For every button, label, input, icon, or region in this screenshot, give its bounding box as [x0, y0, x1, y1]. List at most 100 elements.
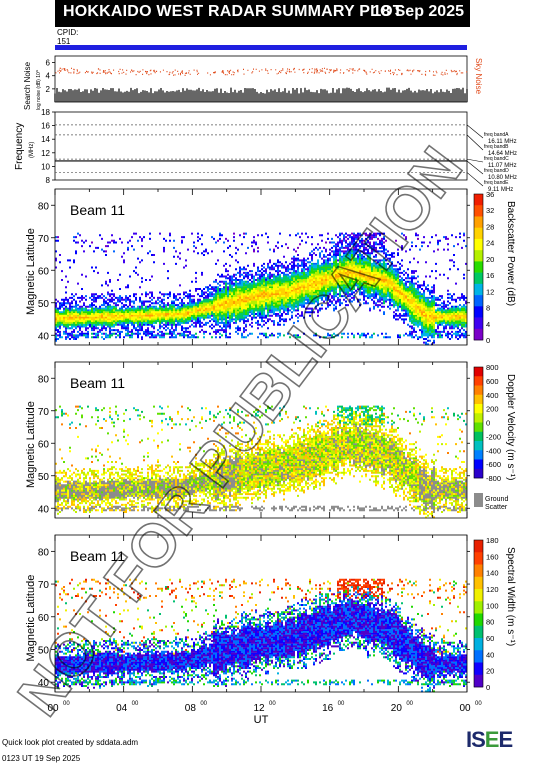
velocity-cells: [55, 405, 467, 517]
width-cbar-segment: [474, 540, 483, 553]
power-cbar-segment: [474, 238, 483, 251]
velocity-cbar-tick: 600: [486, 377, 499, 386]
width-ytick-label: 60: [38, 613, 50, 624]
freq-band-mhz: 10.80 MHz: [488, 175, 517, 181]
width-cbar-segment: [474, 589, 483, 602]
width-ytick-label: 40: [38, 678, 50, 689]
width-pixels: [55, 535, 467, 693]
xaxis-tick-sup: 00: [475, 701, 482, 707]
velocity-cbar-segment: [474, 441, 483, 451]
velocity-cbar-segment: [474, 367, 483, 377]
width-cbar-segment: [474, 552, 483, 565]
cpid-bar: [55, 45, 467, 50]
velocity-cbar-segment: [474, 422, 483, 433]
cpid-value: 151: [57, 37, 71, 46]
velocity-cbar-segment: [474, 459, 483, 470]
power-cbar-tick: 12: [486, 287, 494, 296]
width-cbar-tick: 180: [486, 536, 499, 545]
freq-band-leader: [466, 124, 484, 139]
velocity-cbar-segment: [474, 468, 483, 479]
xaxis-tick-sup: 00: [338, 701, 345, 707]
power-ytick-label: 40: [38, 331, 50, 342]
xaxis-tick-sup: 00: [406, 701, 413, 707]
xaxis-tick-sup: 00: [269, 701, 276, 707]
power-cbar-segment: [474, 261, 483, 273]
xaxis-tick-sup: 00: [132, 701, 139, 707]
power-cbar-segment: [474, 194, 483, 206]
power-cbar-segment: [474, 250, 483, 262]
ground-scatter-swatch: [474, 493, 483, 507]
xaxis-tick-label: 16: [322, 703, 334, 714]
width-cells: [55, 580, 465, 693]
velocity-ytick-label: 70: [38, 407, 50, 418]
freq-frame: [54, 111, 468, 181]
width-cbar-segment: [474, 625, 483, 639]
power-cbar-segment: [474, 328, 483, 341]
freq-band-name: freq bandD: [484, 168, 509, 174]
velocity-ytick-label: 80: [38, 374, 50, 385]
power-cbar-segment: [474, 306, 483, 318]
width-cbar-tick: 20: [486, 667, 494, 676]
noise-ytick-label: 4: [46, 72, 51, 81]
width-beam-label: Beam 11: [70, 548, 125, 564]
width-cbar-segment: [474, 564, 483, 578]
freq-band-mhz: 9.11 MHz: [488, 187, 513, 193]
power-cbar-segment: [474, 216, 483, 228]
power-pixels: [55, 189, 467, 346]
plot-title: HOKKAIDO WEST RADAR SUMMARY PLOT: [63, 3, 403, 20]
velocity-ytick-label: 60: [38, 439, 50, 450]
power-cbar-frame: [473, 193, 484, 341]
width-cbar-segment: [474, 576, 483, 590]
velocity-cbar-frame: [473, 366, 484, 479]
power-cells: [55, 254, 467, 333]
sky-noise-label: Sky Noise: [474, 58, 483, 95]
freq-ytick-label: 12: [41, 149, 50, 158]
width-cbar-tick: 40: [486, 650, 494, 659]
power-cbar-tick: 24: [486, 239, 494, 248]
freq-band-leader: [466, 172, 484, 187]
width-cells: [57, 578, 467, 653]
power-cells: [55, 252, 467, 339]
velocity-cbar-tick: -600: [486, 460, 501, 469]
xaxis-tick-label: 00: [47, 703, 59, 714]
freq-band-leader: [466, 134, 484, 151]
noise-ytick-label: 2: [46, 85, 51, 94]
velocity-beam-label: Beam 11: [70, 375, 125, 391]
xaxis-tick-label: 04: [116, 703, 128, 714]
velocity-cbar-tick: 0: [486, 419, 490, 428]
search-noise-series: [54, 87, 468, 102]
cpid-label: CPID:: [57, 28, 78, 37]
power-cbar-segment: [474, 272, 483, 285]
velocity-cbar-label: Doppler Velocity (m s⁻¹): [505, 374, 516, 480]
noise-ytick-label: 6: [46, 59, 51, 68]
velocity-cbar-tick: 400: [486, 391, 499, 400]
freq-band-mhz: 16.11 MHz: [488, 139, 517, 145]
freq-ytick-label: 8: [46, 176, 51, 185]
velocity-cbar-segment: [474, 404, 483, 414]
freq-band-name: freq bandC: [484, 156, 509, 162]
xaxis-tick-label: 20: [391, 703, 403, 714]
power-ytick-label: 80: [38, 201, 50, 212]
power-ytick-label: 60: [38, 266, 50, 277]
velocity-cbar-tick: -200: [486, 432, 501, 441]
width-ylabel: Magnetic Latitude: [25, 575, 37, 662]
freq-ytick-label: 18: [41, 108, 50, 117]
ground-scatter-label-1: Ground: [485, 496, 508, 503]
freq-band-name: freq bandE: [484, 180, 509, 186]
sky-noise-series: [55, 67, 468, 76]
freq-ytick-label: 10: [41, 162, 50, 171]
power-ytick-label: 70: [38, 234, 50, 245]
velocity-cbar-tick: -400: [486, 446, 501, 455]
velocity-cbar-segment: [474, 450, 483, 460]
width-cbar-frame: [473, 539, 484, 688]
width-cells: [57, 586, 467, 693]
power-cbar-segment: [474, 205, 483, 217]
width-cbar-segment: [474, 674, 483, 688]
xaxis-tick-label: 12: [253, 703, 265, 714]
title-bar: HOKKAIDO WEST RADAR SUMMARY PLOT 18 Sep …: [55, 0, 470, 27]
freq-ytick-label: 16: [41, 122, 50, 131]
noise-ylabel2: log noise (dB) 10^: [36, 69, 42, 110]
velocity-cells: [55, 405, 467, 426]
